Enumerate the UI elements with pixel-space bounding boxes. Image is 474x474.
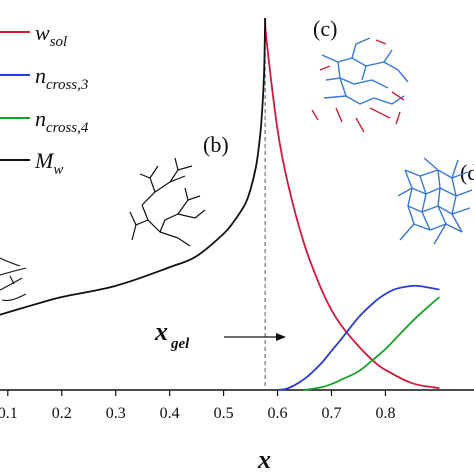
x-tick-label: 0.8	[375, 405, 395, 422]
x-tick-label: 0.5	[214, 405, 234, 422]
gel-arrow-head-icon	[276, 333, 286, 341]
polymer-branched-sketch-icon	[129, 157, 206, 247]
annotation-c: (c)	[313, 16, 337, 41]
series-line-m-w	[0, 17, 267, 316]
network-sketch-c-icon	[311, 37, 409, 133]
x-tick-label: 0.4	[160, 405, 180, 422]
x-tick-label: 0.3	[106, 405, 126, 422]
x-ticks: 0.1 0.2 0.3 0.4 0.5 0.6 0.7 0.8	[0, 390, 395, 422]
x-axis-label: x	[257, 445, 271, 474]
annotation-b: (b)	[203, 132, 229, 157]
gel-label-sub: gel	[170, 336, 190, 352]
gel-label: x gel	[154, 317, 286, 352]
series-line-w-sol	[264, 17, 440, 390]
series-line-n-cross-3	[277, 284, 440, 391]
legend-label-n-cross-3: ncross,3	[35, 63, 88, 93]
legend-label-n-cross-4: ncross,4	[35, 106, 89, 136]
polymer-linear-sketch-icon	[0, 257, 27, 302]
gel-label-main: x	[154, 317, 168, 346]
legend-label-m-w: Mw	[34, 148, 63, 178]
legend-label-w-sol: wsol	[35, 20, 67, 50]
legend: wsol ncross,3 ncross,4 Mw	[0, 20, 89, 178]
x-tick-label: 0.7	[321, 405, 341, 422]
x-tick-label: 0.2	[52, 405, 72, 422]
x-tick-label: 0.6	[268, 405, 288, 422]
series-layer	[0, 17, 440, 391]
series-line-n-cross-4	[304, 296, 440, 391]
x-tick-label: 0.1	[0, 405, 18, 422]
network-sketch-d-icon	[397, 157, 473, 245]
